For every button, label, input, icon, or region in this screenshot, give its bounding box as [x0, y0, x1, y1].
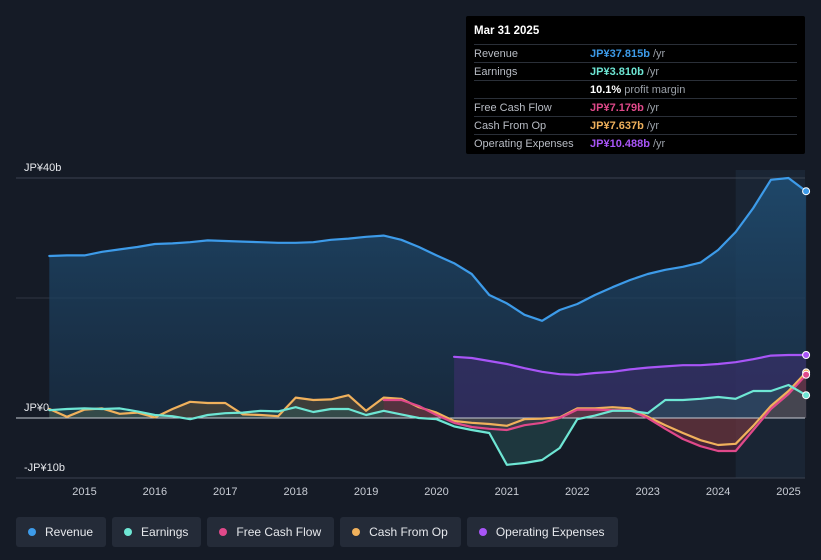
operating-expenses-area — [454, 355, 807, 418]
tooltip-suffix: /yr — [646, 101, 660, 114]
earnings-endpoint — [802, 391, 811, 400]
legend-dot-icon — [478, 528, 487, 536]
legend-item-operating-expenses[interactable]: Operating Expenses — [466, 517, 618, 547]
tooltip-row-earnings: Earnings JP¥3.810b /yr — [474, 62, 797, 80]
tooltip-value: JP¥7.179b — [590, 101, 644, 114]
y-tick-label-0: JP¥0 — [24, 402, 49, 414]
x-tick-label-2017: 2017 — [213, 486, 237, 498]
x-tick-label-2024: 2024 — [706, 486, 730, 498]
tooltip-suffix: /yr — [652, 47, 666, 60]
series-areas — [49, 178, 807, 465]
tooltip-suffix: /yr — [646, 65, 660, 78]
y-tick-label-40: JP¥40b — [24, 162, 61, 174]
legend-item-cash-from-op[interactable]: Cash From Op — [340, 517, 461, 547]
operating-expenses-line — [453, 353, 808, 376]
legend-item-revenue[interactable]: Revenue — [16, 517, 107, 547]
x-tick-label-2025: 2025 — [776, 486, 800, 498]
x-tick-label-2021: 2021 — [495, 486, 519, 498]
series-endpoints — [802, 187, 811, 400]
x-tick-label-2023: 2023 — [635, 486, 659, 498]
chart-legend: Revenue Earnings Free Cash Flow Cash Fro… — [16, 517, 618, 547]
tooltip-suffix: /yr — [646, 119, 660, 132]
tooltip-row-operating-expenses: Operating Expenses JP¥10.488b /yr — [474, 134, 797, 152]
revenue-endpoint — [802, 187, 811, 196]
x-tick-label-2018: 2018 — [283, 486, 307, 498]
free-cash-flow-line — [382, 373, 808, 453]
tooltip-label: Operating Expenses — [474, 137, 574, 150]
y-axis: JP¥40b JP¥0 -JP¥10b — [24, 162, 65, 474]
tooltip-label: Revenue — [474, 47, 519, 60]
tooltip-suffix: profit margin — [624, 83, 686, 96]
tooltip-label: Cash From Op — [474, 119, 547, 132]
legend-label: Operating Expenses — [495, 525, 605, 539]
tooltip-row-revenue: Revenue JP¥37.815b /yr — [474, 44, 797, 62]
legend-label: Free Cash Flow — [236, 525, 322, 539]
tooltip-value: JP¥37.815b — [590, 47, 650, 60]
legend-dot-icon — [352, 528, 361, 536]
tooltip-date: Mar 31 2025 — [474, 25, 540, 37]
free-cash-flow-area — [383, 374, 807, 451]
tooltip-row-free-cash-flow: Free Cash Flow JP¥7.179b /yr — [474, 98, 797, 116]
tooltip-row-cash-from-op: Cash From Op JP¥7.637b /yr — [474, 116, 797, 134]
legend-label: Earnings — [141, 525, 189, 539]
free-cash-flow-endpoint — [802, 370, 811, 379]
x-tick-label-2015: 2015 — [72, 486, 96, 498]
legend-dot-icon — [28, 528, 36, 536]
earnings-line — [48, 383, 808, 466]
revenue-area — [49, 178, 807, 418]
legend-item-free-cash-flow[interactable]: Free Cash Flow — [207, 517, 335, 547]
tooltip-suffix: /yr — [652, 137, 666, 150]
tooltip-value: JP¥7.637b — [590, 119, 644, 132]
legend-label: Revenue — [45, 525, 94, 539]
tooltip-label: Earnings — [474, 65, 518, 78]
tooltip-row-profit-margin: 10.1% profit margin — [474, 80, 797, 98]
tooltip-label: Free Cash Flow — [474, 101, 552, 114]
tooltip-value: JP¥3.810b — [590, 65, 644, 78]
legend-dot-icon — [124, 528, 133, 536]
series-lines — [48, 176, 808, 466]
x-tick-label-2020: 2020 — [424, 486, 448, 498]
x-tick-label-2016: 2016 — [143, 486, 167, 498]
x-tick-label-2022: 2022 — [565, 486, 589, 498]
operating-expenses-endpoint — [802, 351, 811, 359]
legend-dot-icon — [219, 528, 228, 536]
x-tick-label-2019: 2019 — [354, 486, 378, 498]
y-tick-label-neg10: -JP¥10b — [24, 462, 65, 474]
legend-item-earnings[interactable]: Earnings — [112, 517, 202, 547]
revenue-line — [48, 176, 808, 322]
tooltip-value: JP¥10.488b — [590, 137, 650, 150]
x-axis: 2015 2016 2017 2018 2019 2020 2021 2022 2023 2024… — [72, 486, 800, 498]
hover-tooltip: Mar 31 2025 Revenue JP¥37.815b /yr Earni… — [466, 16, 805, 154]
legend-label: Cash From Op — [369, 525, 448, 539]
tooltip-value: 10.1% — [590, 83, 622, 96]
